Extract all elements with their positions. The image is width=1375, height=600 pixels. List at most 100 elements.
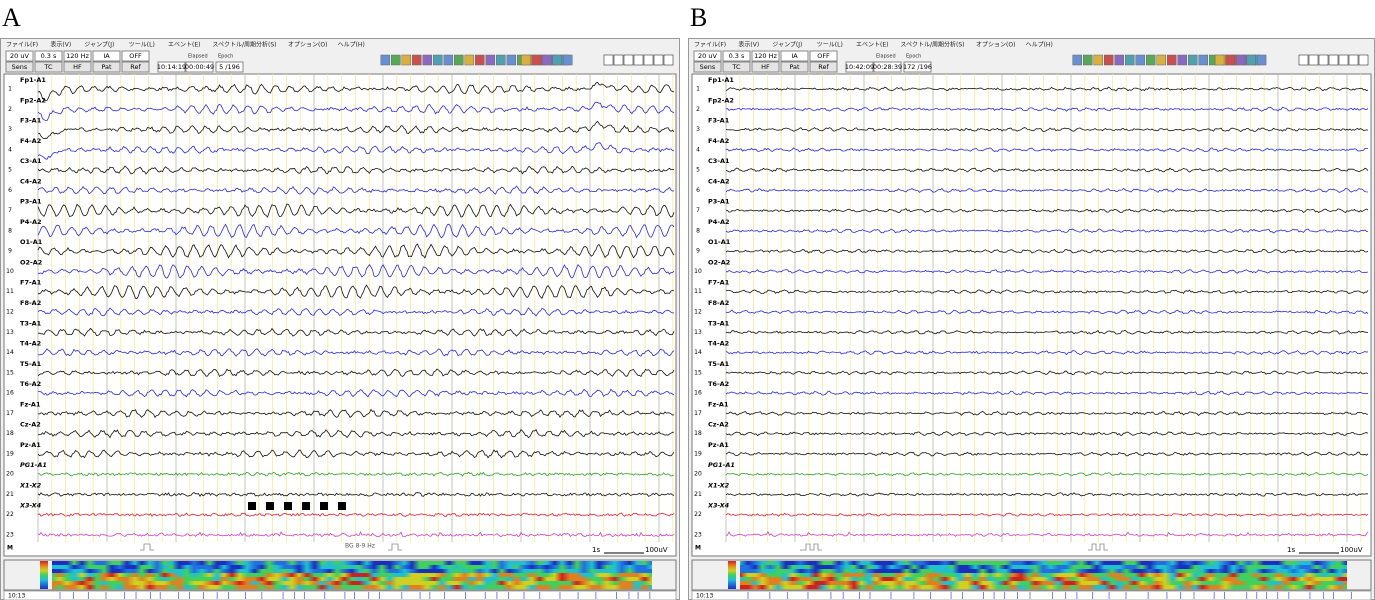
menu-item[interactable]: ファイル(F) [694,42,726,49]
nav-button[interactable] [663,54,674,66]
toolbar-icon[interactable] [1166,54,1177,66]
toolbar-button[interactable] [780,61,809,73]
toolbar-icon[interactable] [1156,54,1166,66]
toolbar-icon[interactable] [562,54,573,66]
menu-item[interactable]: オプション(O) [976,42,1015,49]
nav-button[interactable] [1298,54,1309,66]
toolbar-button[interactable] [809,61,838,73]
toolbar-field[interactable] [722,50,751,62]
toolbar-icon[interactable] [443,54,454,66]
toolbar-button[interactable] [722,61,751,73]
nav-button[interactable] [1348,54,1359,66]
toolbar-icon[interactable] [380,54,391,66]
toolbar-field[interactable] [121,50,150,62]
menu-item[interactable]: スペクトル/周期分析(S) [212,41,276,49]
toolbar-field[interactable] [34,50,63,62]
nav-button[interactable] [1338,54,1349,66]
menu-item[interactable]: スペクトル/周期分析(S) [900,41,964,49]
menu-item[interactable]: オプション(O) [288,42,327,49]
toolbar-icon[interactable] [1225,54,1235,66]
nav-button[interactable] [1308,54,1319,66]
toolbar-icon[interactable] [506,54,517,66]
channel-label: C4-A2 [708,177,730,185]
toolbar-field[interactable] [780,50,809,62]
toolbar-icon[interactable] [412,54,422,66]
toolbar-field[interactable] [92,50,121,62]
toolbar-icon[interactable] [1235,54,1246,66]
toolbar-button[interactable] [121,61,150,73]
nav-button[interactable] [643,54,654,66]
toolbar-field[interactable] [693,50,722,62]
toolbar-icon[interactable] [1124,54,1135,66]
toolbar-field[interactable] [63,50,92,62]
toolbar-icon[interactable] [1114,54,1124,66]
eeg-trace [725,309,1369,315]
menu-item[interactable]: ヘルプ(H) [1026,42,1053,49]
nav-button[interactable] [1328,54,1339,66]
menu-item[interactable]: ツール(L) [817,42,843,49]
menu-item[interactable]: ジャンプ(J) [772,42,802,49]
toolbar-icon[interactable] [454,54,464,66]
menu-item[interactable]: 表示(V) [50,41,71,49]
toolbar-icon[interactable] [1246,54,1256,66]
channel-label: Fp1-A1 [20,76,46,84]
toolbar-button-label: Ref [130,63,141,71]
toolbar-icon[interactable] [464,54,475,66]
menu-item[interactable]: ファイル(F) [6,42,38,49]
nav-button[interactable] [1318,54,1329,66]
menu-item[interactable]: エベント(E) [856,42,888,49]
toolbar-button[interactable] [34,61,63,73]
toolbar-field[interactable] [751,50,780,62]
annotation: BG 8-9 Hz [345,543,375,550]
channel-number: 4 [696,146,700,153]
toolbar-field[interactable] [809,50,838,62]
toolbar-button[interactable] [751,61,780,73]
toolbar-icon[interactable] [1214,54,1225,66]
toolbar-icon[interactable] [485,54,496,66]
menu-item[interactable]: ジャンプ(J) [84,42,114,49]
toolbar-icon[interactable] [1093,54,1103,66]
toolbar-icon[interactable] [1072,54,1082,66]
toolbar-icon[interactable] [552,54,562,66]
menu-item[interactable]: 表示(V) [738,41,759,49]
nav-button[interactable] [613,54,624,66]
toolbar-icon[interactable] [1256,54,1267,66]
toolbar-icon[interactable] [1198,54,1208,66]
toolbar-icon[interactable] [401,54,412,66]
nav-button[interactable] [653,54,664,66]
channel-number: 11 [6,288,14,295]
spectrogram-band [740,569,1347,574]
channel-number: 13 [6,329,14,336]
toolbar-icon[interactable] [1135,54,1145,66]
eeg-trace [725,106,1369,112]
spectrogram-frame [691,559,1372,591]
toolbar-icon[interactable] [1103,54,1114,66]
toolbar-icon[interactable] [496,54,506,66]
nav-button[interactable] [1358,54,1369,66]
nav-button[interactable] [633,54,644,66]
toolbar-button[interactable] [92,61,121,73]
toolbar-icon[interactable] [391,54,401,66]
toolbar-icon[interactable] [520,54,531,66]
toolbar-button[interactable] [5,61,34,73]
menu-item[interactable]: エベント(E) [168,42,200,49]
toolbar-icon[interactable] [433,54,443,66]
toolbar-icon[interactable] [475,54,485,66]
menu-item[interactable]: ヘルプ(H) [338,42,365,49]
toolbar-button[interactable] [63,61,92,73]
toolbar-icon[interactable] [1177,54,1187,66]
toolbar-icon[interactable] [1145,54,1156,66]
toolbar-icon[interactable] [541,54,552,66]
toolbar-button[interactable] [693,61,722,73]
toolbar-icon[interactable] [1082,54,1093,66]
nav-button[interactable] [603,54,614,66]
toolbar-icon[interactable] [422,54,433,66]
toolbar-icon[interactable] [531,54,541,66]
menu-item[interactable]: ツール(L) [129,42,155,49]
toolbar-field[interactable] [5,50,34,62]
channel-number: 7 [696,207,700,214]
channel-label: O2-A2 [20,258,42,266]
toolbar-icon[interactable] [1187,54,1198,66]
nav-button[interactable] [623,54,634,66]
spectrogram-band [52,577,652,582]
